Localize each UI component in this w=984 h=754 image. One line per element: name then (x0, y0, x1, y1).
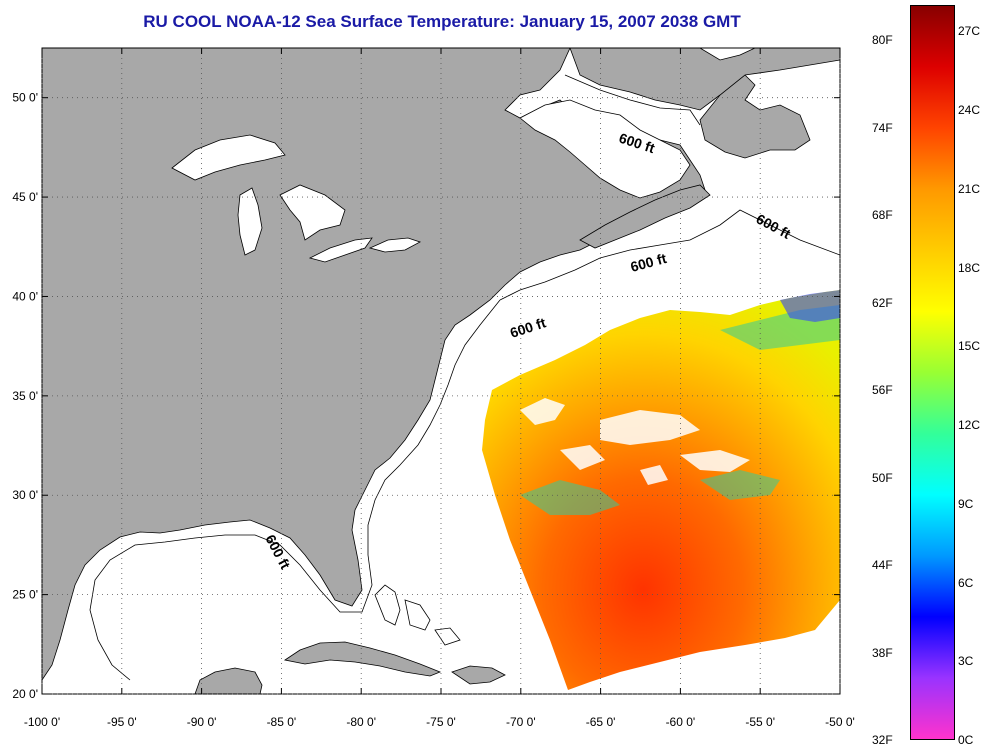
longitude-tick-label: -65 0' (586, 715, 616, 729)
colorbar-f-label: 56F (872, 383, 893, 397)
land-hispaniola (451, 665, 506, 685)
grid-lines (41, 48, 841, 695)
colorbar-c-label: 27C (958, 24, 981, 39)
colorbar-c-label: 0C (958, 733, 974, 747)
temperature-colorbar (910, 5, 955, 740)
colorbar-f-label: 44F (872, 558, 893, 572)
colorbar-c-label: 6C (958, 575, 974, 590)
longitude-tick-label: -90 0' (187, 715, 217, 729)
colorbar-f-label: 80F (872, 33, 893, 47)
sst-cloud-patches (520, 398, 750, 485)
colorbar-f-label: 32F (872, 733, 893, 747)
longitude-tick-label: -80 0' (346, 715, 376, 729)
colorbar-f-label: 50F (872, 470, 893, 485)
colorbar-c-label: 18C (958, 260, 981, 275)
latitude-tick-label: 35 0' (12, 389, 38, 403)
colorbar-f-label: 38F (872, 645, 893, 660)
colorbar-c-label: 3C (958, 654, 974, 669)
latitude-tick-label: 20 0' (12, 687, 38, 701)
lake-huron (279, 184, 346, 241)
lake-ontario (368, 237, 422, 253)
colorbar-f-label: 74F (872, 120, 893, 135)
lake-michigan (237, 187, 263, 256)
colorbar-c-label: 15C (958, 339, 981, 354)
lake-superior (171, 134, 286, 181)
longitude-tick-label: -85 0' (267, 715, 297, 729)
colorbar-c-label: 9C (958, 496, 974, 511)
sst-cold-edge (780, 290, 840, 322)
land-yucatan (194, 667, 263, 694)
latitude-tick-label: 50 0' (12, 91, 38, 105)
longitude-tick-label: -100 0' (24, 715, 60, 729)
latitude-labels: 50 0' 45 0' 40 0' 35 0' 30 0' 25 0' 20 0' (12, 91, 840, 701)
land-labrador (569, 48, 840, 111)
colorbar-c-label: 12C (958, 418, 981, 432)
lake-erie (308, 237, 373, 263)
sst-swath (482, 290, 840, 690)
longitude-labels: -100 0' -95 0' -90 0' -85 0' -80 0' -75 0' -70… (24, 48, 855, 729)
colorbar-f-label: 62F (872, 295, 893, 310)
sst-map: -100 0' -95 0' -90 0' -85 0' -80 0' -75 0' -70… (12, 47, 855, 729)
latitude-tick-label: 30 0' (12, 488, 38, 502)
land-newfoundland (699, 74, 811, 159)
longitude-tick-label: -70 0' (506, 715, 536, 729)
colorbar-c-label: 24C (958, 103, 981, 117)
longitude-tick-label: -60 0' (666, 715, 696, 729)
map-title: RU COOL NOAA-12 Sea Surface Temperature:… (143, 12, 741, 31)
latitude-tick-label: 25 0' (12, 588, 38, 602)
sst-cool-band (520, 305, 840, 515)
depth-contour-600ft (89, 74, 840, 681)
longitude-tick-label: -50 0' (825, 715, 855, 729)
land-nova-scotia (579, 184, 711, 249)
bahamas-banks (374, 584, 461, 646)
longitude-tick-label: -75 0' (426, 715, 456, 729)
land-cuba (283, 641, 442, 677)
colorbar-f-label: 68F (872, 208, 893, 222)
latitude-tick-label: 45 0' (12, 190, 38, 204)
colorbar-c-label: 21C (958, 181, 981, 196)
latitude-tick-label: 40 0' (12, 289, 38, 303)
gulf-st-lawrence (519, 99, 691, 199)
longitude-tick-label: -95 0' (107, 715, 137, 729)
longitude-tick-label: -55 0' (745, 715, 775, 729)
